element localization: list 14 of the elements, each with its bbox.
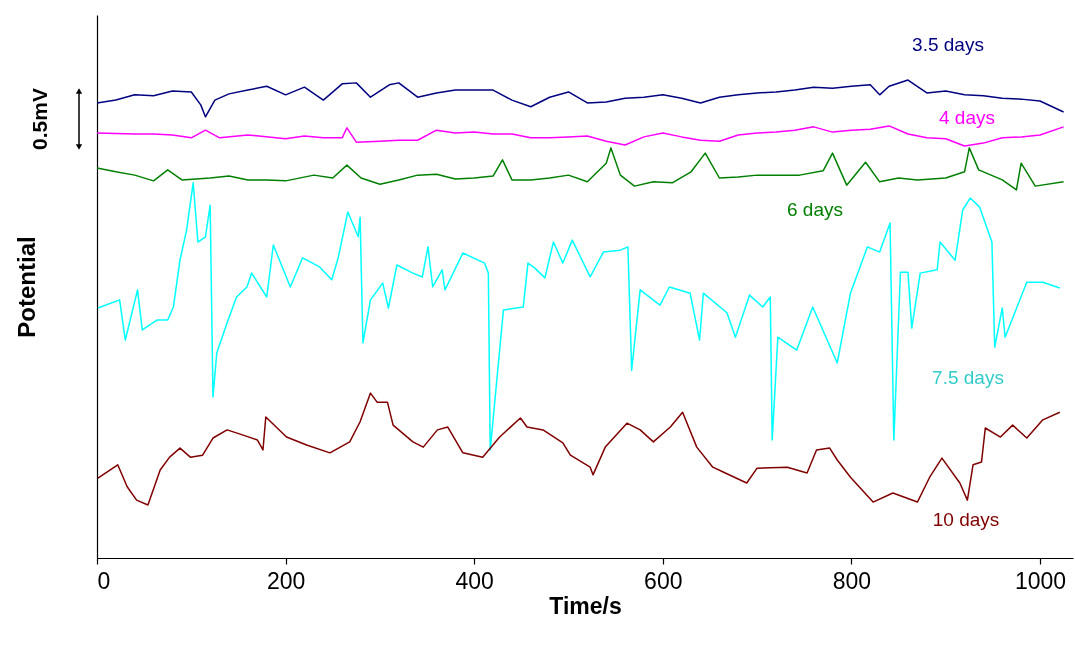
x-tick-label: 200: [266, 567, 306, 594]
x-tick-label: 400: [455, 567, 494, 594]
series-label: 3.5 days: [912, 34, 984, 55]
text: 0.5mV: [28, 88, 51, 150]
series-label: 7.5 days: [932, 367, 1004, 388]
y-axis-title: Potential: [12, 236, 40, 338]
x-tick-label: 0: [97, 567, 111, 594]
x-tick-label: 800: [832, 567, 872, 594]
series-label: 10 days: [932, 509, 1000, 530]
x-tick-label: 1000: [1014, 567, 1067, 594]
x-tick-label: 600: [644, 567, 683, 594]
x-axis-title: Time/s: [549, 592, 622, 619]
series-label: 6 days: [787, 199, 843, 220]
series-label: 4 days: [939, 107, 995, 128]
